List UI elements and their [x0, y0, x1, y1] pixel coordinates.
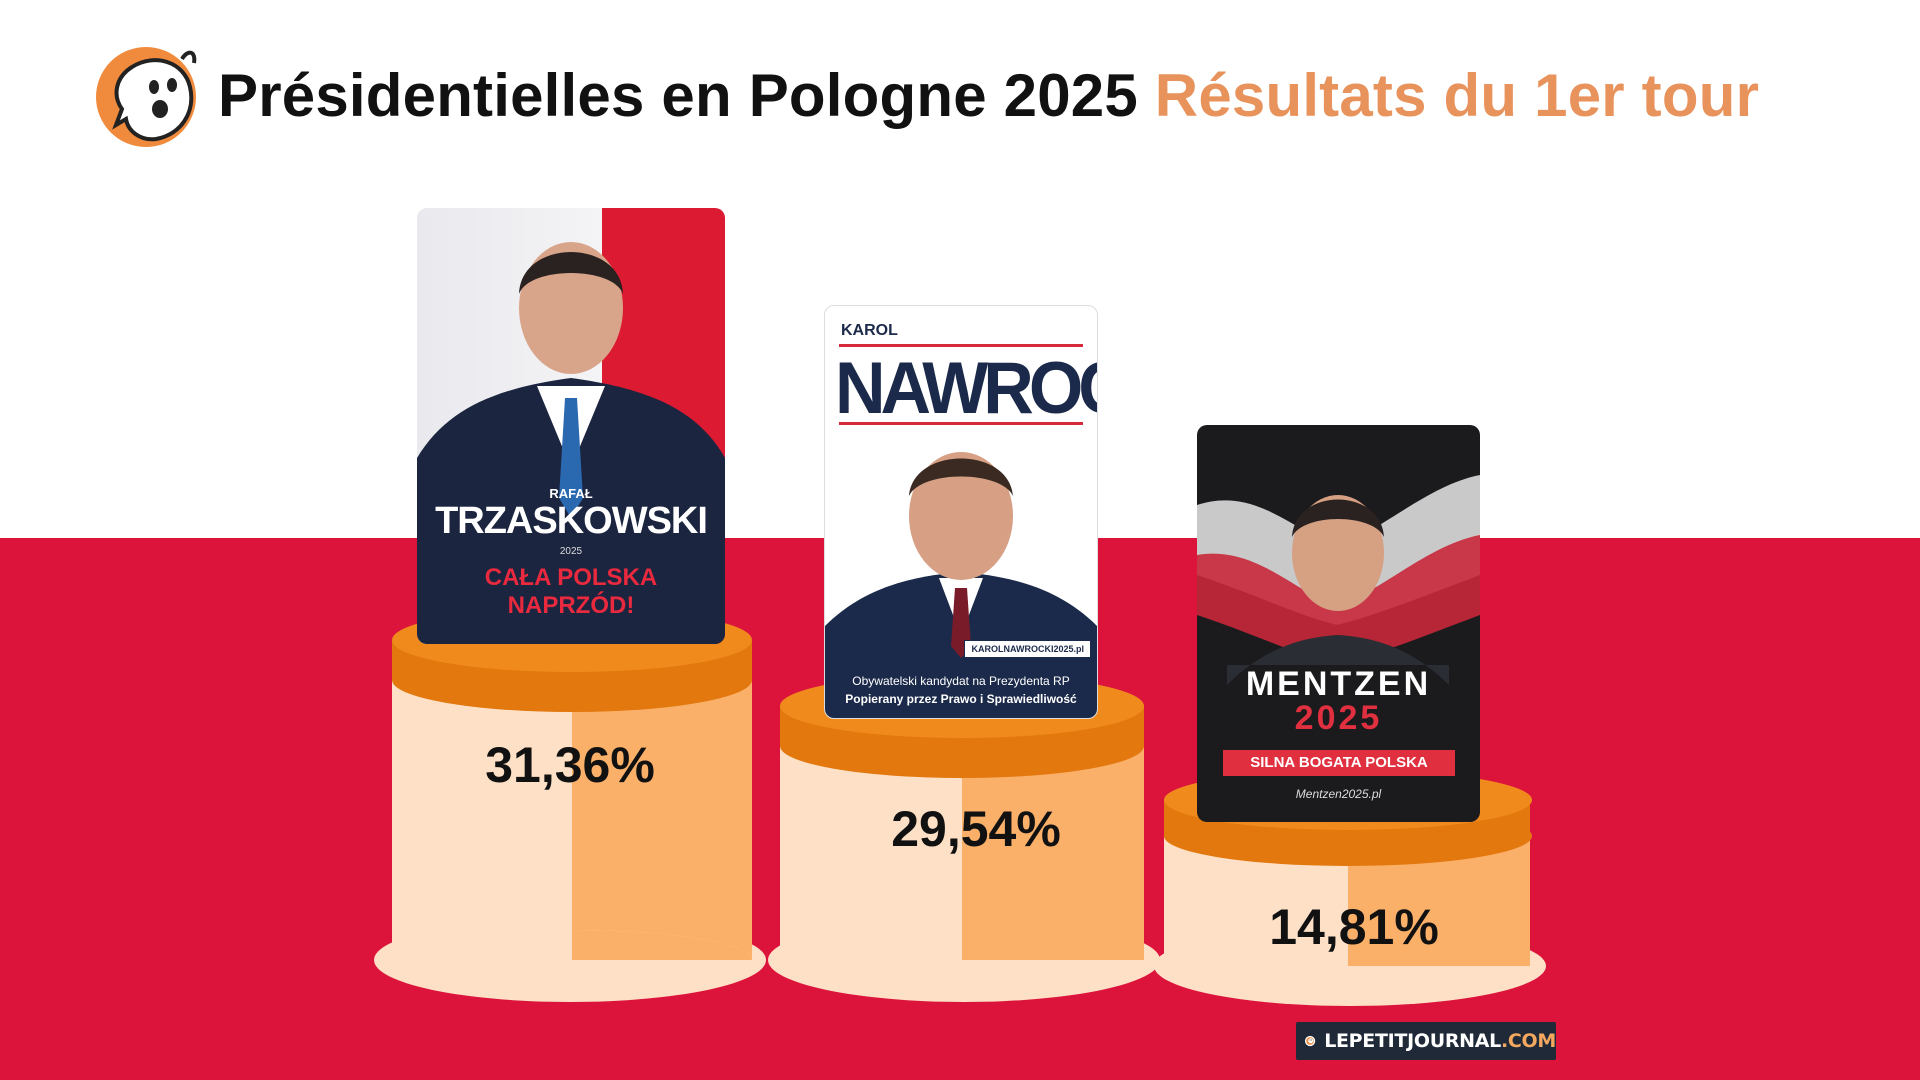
- last-name-1: TRZASKOWSKI: [435, 500, 708, 542]
- candidate-photo-3: [1197, 475, 1480, 685]
- slogan-1b: NAPRZÓD!: [507, 592, 635, 619]
- brand-right: .COM: [1500, 1030, 1556, 1052]
- red-line-bottom: [839, 422, 1083, 425]
- title-sub: Résultats du 1er tour: [1154, 61, 1760, 129]
- page-title: Présidentielles en Pologne 2025 Résultat…: [218, 61, 1759, 130]
- last-name-3: MENTZEN: [1245, 665, 1432, 703]
- red-line-top: [839, 344, 1083, 347]
- brand-ghost-icon: [1304, 1035, 1316, 1047]
- website-2: KAROLNAWROCKI2025.pl: [964, 640, 1091, 658]
- candidate-photo-2: [825, 452, 1097, 666]
- tagline-2b: Popierany przez Prawo i Sprawiedliwość: [845, 692, 1077, 706]
- podium-1: [372, 600, 768, 1010]
- brand-badge[interactable]: LEPETITJOURNAL .COM: [1296, 1022, 1556, 1060]
- header: Présidentielles en Pologne 2025 Résultat…: [92, 40, 1759, 150]
- brand-left: LEPETITJOURNAL: [1324, 1030, 1501, 1052]
- year-1: 2025: [559, 546, 583, 557]
- poster-nawrocki: KAROL NAWROCKI KAROLNAWROCKI2025.pl Obyw…: [824, 305, 1098, 719]
- result-1: 31,36%: [485, 737, 655, 793]
- tagline-2a: Obywatelski kandydat na Prezydenta RP: [852, 674, 1070, 688]
- first-name-2: KAROL: [841, 322, 898, 339]
- result-3: 14,81%: [1269, 899, 1439, 955]
- title-main: Présidentielles en Pologne 2025: [218, 61, 1138, 129]
- first-name-1: RAFAŁ: [549, 486, 593, 501]
- website-3: Mentzen2025.pl: [1295, 787, 1382, 801]
- result-2: 29,54%: [891, 801, 1061, 857]
- year-3: 2025: [1294, 699, 1383, 737]
- ghost-logo-icon: [96, 47, 197, 147]
- last-name-2: NAWROCKI: [835, 347, 1097, 429]
- poster-2-footer: Obywatelski kandydat na Prezydenta RP Po…: [825, 666, 1097, 718]
- slogan-3: SILNA BOGATA POLSKA: [1223, 750, 1455, 776]
- poster-trzaskowski: RAFAŁ TRZASKOWSKI 2025 CAŁA POLSKA NAPRZ…: [417, 208, 725, 644]
- poster-mentzen: MENTZEN 2025 SILNA BOGATA POLSKA Mentzen…: [1197, 425, 1480, 822]
- candidate-photo-1: [417, 242, 725, 644]
- slogan-1a: CAŁA POLSKA: [484, 564, 658, 591]
